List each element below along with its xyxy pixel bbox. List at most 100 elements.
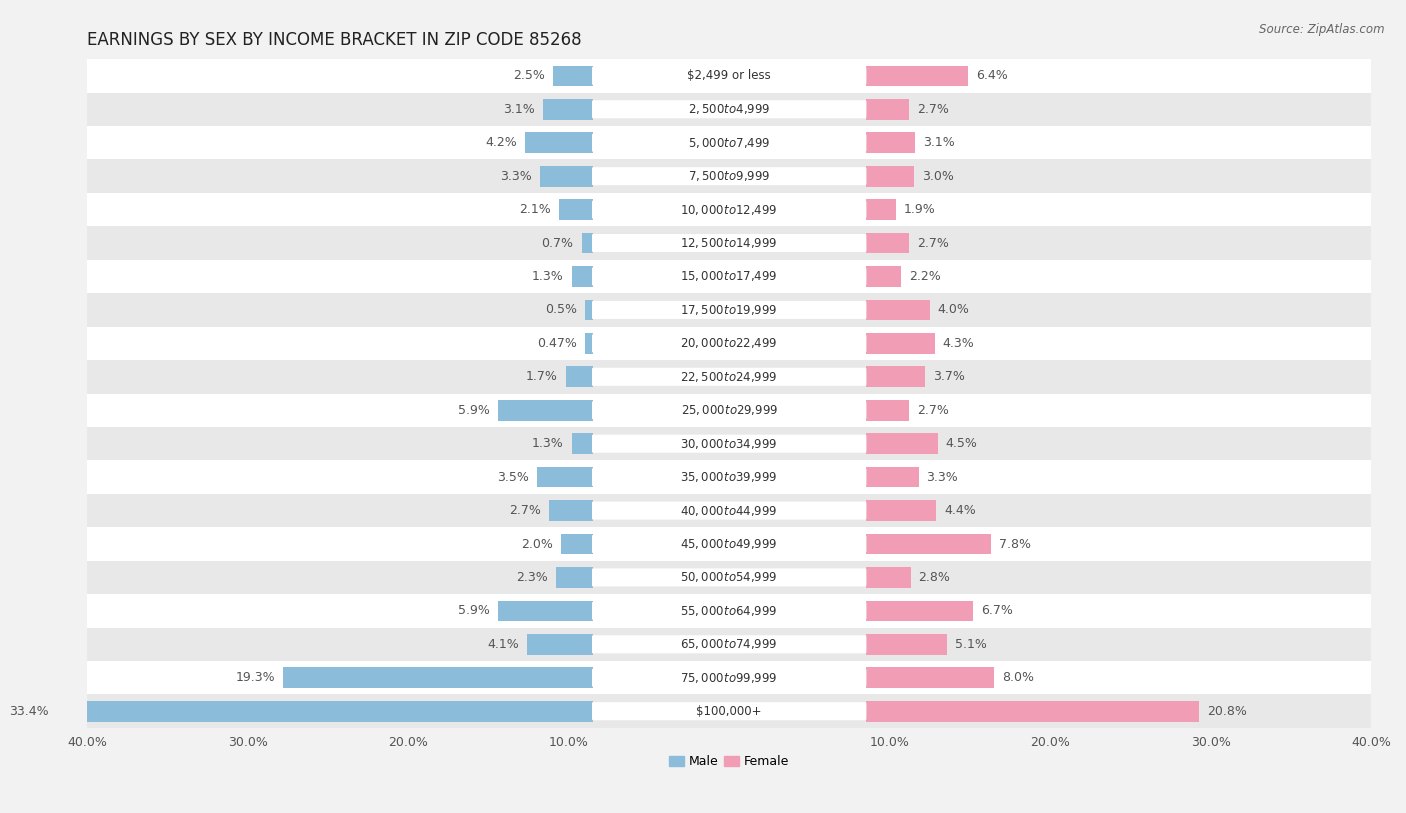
FancyBboxPatch shape: [592, 702, 866, 720]
FancyBboxPatch shape: [592, 502, 866, 520]
FancyBboxPatch shape: [592, 167, 866, 185]
Bar: [866, 133, 915, 153]
Bar: [87, 393, 1371, 427]
Text: 4.2%: 4.2%: [485, 137, 517, 150]
FancyBboxPatch shape: [592, 201, 866, 219]
Text: 3.3%: 3.3%: [501, 170, 531, 183]
Bar: [866, 500, 936, 521]
FancyBboxPatch shape: [592, 568, 866, 586]
Bar: [866, 467, 918, 488]
Text: 5.9%: 5.9%: [458, 604, 491, 617]
Bar: [866, 701, 1199, 722]
Bar: [866, 601, 973, 621]
Bar: [87, 628, 1371, 661]
Text: $12,500 to $14,999: $12,500 to $14,999: [681, 236, 778, 250]
Bar: [565, 367, 593, 387]
Bar: [87, 260, 1371, 293]
Text: 1.7%: 1.7%: [526, 370, 558, 383]
Bar: [87, 528, 1371, 561]
Text: 2.3%: 2.3%: [516, 571, 548, 584]
Text: 33.4%: 33.4%: [10, 705, 49, 718]
Bar: [537, 467, 593, 488]
Text: 4.1%: 4.1%: [488, 638, 519, 651]
Bar: [866, 99, 908, 120]
FancyBboxPatch shape: [592, 301, 866, 319]
Text: 6.7%: 6.7%: [981, 604, 1012, 617]
Text: $65,000 to $74,999: $65,000 to $74,999: [681, 637, 778, 651]
Bar: [866, 367, 925, 387]
Text: 3.0%: 3.0%: [922, 170, 953, 183]
Bar: [87, 427, 1371, 460]
Bar: [87, 193, 1371, 226]
Bar: [585, 333, 593, 354]
FancyBboxPatch shape: [592, 435, 866, 453]
Text: 3.3%: 3.3%: [927, 471, 959, 484]
Bar: [561, 533, 593, 554]
Text: $100,000+: $100,000+: [696, 705, 762, 718]
Text: 0.5%: 0.5%: [544, 303, 576, 316]
Bar: [866, 266, 901, 287]
Text: $15,000 to $17,499: $15,000 to $17,499: [681, 269, 778, 284]
Bar: [540, 166, 593, 186]
Bar: [866, 333, 935, 354]
Text: $5,000 to $7,499: $5,000 to $7,499: [688, 136, 770, 150]
FancyBboxPatch shape: [592, 133, 866, 152]
Bar: [553, 66, 593, 86]
Text: 1.3%: 1.3%: [531, 437, 564, 450]
Text: 2.5%: 2.5%: [513, 69, 544, 82]
FancyBboxPatch shape: [592, 535, 866, 553]
Text: 2.2%: 2.2%: [908, 270, 941, 283]
Text: 4.0%: 4.0%: [938, 303, 970, 316]
Bar: [585, 299, 593, 320]
Text: $50,000 to $54,999: $50,000 to $54,999: [681, 571, 778, 585]
Bar: [87, 661, 1371, 694]
Bar: [572, 433, 593, 454]
Text: 2.1%: 2.1%: [519, 203, 551, 216]
Bar: [87, 360, 1371, 393]
Text: 3.1%: 3.1%: [503, 102, 536, 115]
Bar: [87, 93, 1371, 126]
Text: $2,499 or less: $2,499 or less: [688, 69, 770, 82]
Text: 5.1%: 5.1%: [956, 638, 987, 651]
FancyBboxPatch shape: [592, 267, 866, 285]
Bar: [87, 460, 1371, 493]
Text: 1.9%: 1.9%: [904, 203, 936, 216]
Bar: [560, 199, 593, 220]
FancyBboxPatch shape: [592, 234, 866, 252]
Bar: [866, 233, 908, 254]
Bar: [498, 601, 593, 621]
Text: 2.0%: 2.0%: [520, 537, 553, 550]
Text: 19.3%: 19.3%: [235, 672, 276, 685]
Bar: [555, 567, 593, 588]
Text: 4.4%: 4.4%: [945, 504, 976, 517]
Text: $2,500 to $4,999: $2,500 to $4,999: [688, 102, 770, 116]
Bar: [56, 701, 593, 722]
Bar: [543, 99, 593, 120]
Text: $75,000 to $99,999: $75,000 to $99,999: [681, 671, 778, 685]
Text: 2.7%: 2.7%: [509, 504, 541, 517]
Legend: Male, Female: Male, Female: [669, 755, 789, 768]
Text: 2.7%: 2.7%: [917, 237, 949, 250]
Bar: [866, 533, 991, 554]
Bar: [87, 59, 1371, 93]
Text: 2.7%: 2.7%: [917, 102, 949, 115]
Text: 2.8%: 2.8%: [918, 571, 950, 584]
Bar: [87, 694, 1371, 728]
Bar: [87, 293, 1371, 327]
Bar: [866, 66, 969, 86]
Text: $45,000 to $49,999: $45,000 to $49,999: [681, 537, 778, 551]
Bar: [582, 233, 593, 254]
FancyBboxPatch shape: [592, 402, 866, 420]
Text: $20,000 to $22,499: $20,000 to $22,499: [681, 337, 778, 350]
Text: 0.7%: 0.7%: [541, 237, 574, 250]
Bar: [527, 634, 593, 654]
Bar: [87, 561, 1371, 594]
Text: $7,500 to $9,999: $7,500 to $9,999: [688, 169, 770, 183]
Text: 7.8%: 7.8%: [998, 537, 1031, 550]
Text: 3.5%: 3.5%: [496, 471, 529, 484]
Bar: [87, 594, 1371, 628]
Text: $55,000 to $64,999: $55,000 to $64,999: [681, 604, 778, 618]
Bar: [866, 199, 896, 220]
Bar: [866, 667, 994, 688]
Text: $22,500 to $24,999: $22,500 to $24,999: [681, 370, 778, 384]
